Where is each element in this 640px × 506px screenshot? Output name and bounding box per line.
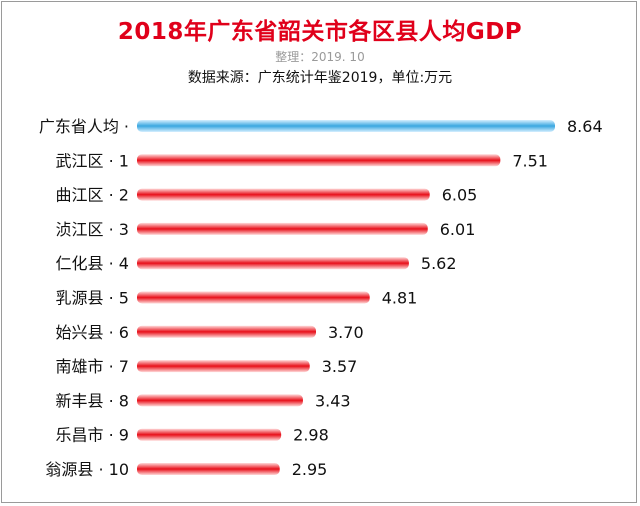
category-label: 曲江区 · 2 bbox=[56, 186, 129, 205]
bar bbox=[137, 154, 501, 167]
data-label: 8.64 bbox=[567, 117, 603, 136]
bar bbox=[137, 257, 409, 270]
bar bbox=[137, 360, 310, 373]
bar bbox=[137, 291, 370, 304]
data-label: 2.95 bbox=[292, 460, 328, 479]
bar bbox=[137, 394, 303, 407]
chart-subtitle: 整理：2019. 10 bbox=[275, 50, 365, 64]
data-label: 3.43 bbox=[315, 391, 351, 410]
data-label: 3.70 bbox=[328, 323, 364, 342]
data-label: 7.51 bbox=[512, 151, 548, 170]
bar bbox=[137, 463, 280, 475]
category-label: 新丰县 · 8 bbox=[56, 391, 129, 410]
data-label: 5.62 bbox=[421, 254, 457, 273]
category-label: 浈江区 · 3 bbox=[56, 220, 129, 239]
category-label: 武江区 · 1 bbox=[56, 151, 129, 170]
category-label: 乐昌市 · 9 bbox=[56, 426, 129, 445]
category-label: 仁化县 · 4 bbox=[56, 254, 129, 273]
chart-title: 2018年广东省韶关市各区县人均GDP bbox=[117, 19, 523, 45]
data-source-note: 数据来源：广东统计年鉴2019，单位:万元 bbox=[187, 70, 453, 86]
category-label: 乳源县 · 5 bbox=[56, 289, 129, 308]
bar bbox=[137, 222, 428, 235]
data-label: 3.57 bbox=[322, 357, 358, 376]
category-label: 翁源县 · 10 bbox=[45, 460, 129, 479]
category-label: 广东省人均 · bbox=[39, 117, 129, 136]
data-label: 6.05 bbox=[442, 186, 478, 205]
bar bbox=[137, 325, 317, 338]
data-label: 4.81 bbox=[382, 289, 418, 308]
bar bbox=[137, 428, 282, 441]
data-label: 2.98 bbox=[293, 426, 329, 445]
category-label: 南雄市 · 7 bbox=[56, 357, 129, 376]
category-label: 始兴县 · 6 bbox=[56, 323, 129, 342]
bar-province-average bbox=[137, 120, 555, 132]
data-label: 6.01 bbox=[440, 220, 476, 239]
bar bbox=[137, 188, 430, 201]
